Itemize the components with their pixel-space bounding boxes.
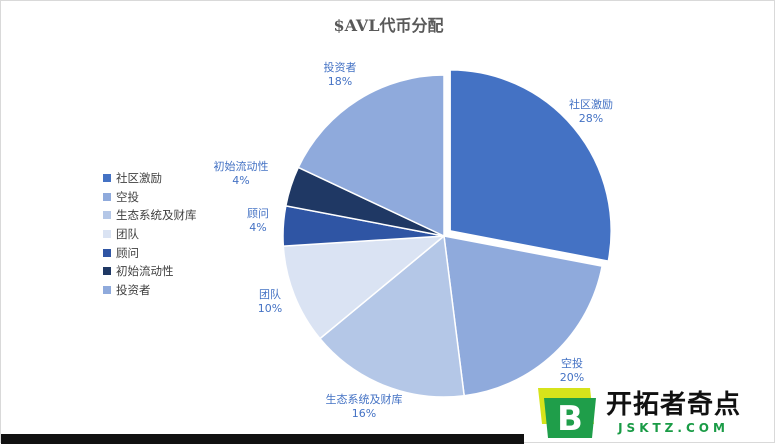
legend-swatch (103, 230, 111, 239)
legend-item-3: 生态系统及财库 (103, 206, 197, 225)
bottom-dark-strip (1, 434, 524, 444)
watermark-url: JSKTZ.COM (618, 420, 729, 435)
slice-label-name-5: 顾问 (247, 207, 269, 220)
logo-green-shape (544, 397, 596, 438)
legend-item-6: 初始流动性 (103, 262, 197, 281)
legend-item-1: 社区激励 (103, 169, 197, 188)
legend-label: 社区激励 (116, 171, 162, 186)
pie-slice-1 (449, 69, 612, 262)
logo-letter: B (557, 399, 583, 439)
slice-label-name-1: 社区激励 (569, 97, 613, 111)
legend-label: 空投 (116, 189, 139, 204)
pie-slice-4 (282, 235, 447, 340)
slice-label-name-2: 空投 (561, 356, 583, 370)
slice-label-value-2: 20% (560, 371, 584, 384)
watermark: B 开拓者奇点 JSKTZ.COM (528, 381, 775, 444)
slice-label-value-4: 10% (258, 302, 282, 315)
legend-label: 初始流动性 (116, 264, 174, 279)
legend-swatch (103, 267, 111, 276)
legend-swatch (103, 192, 111, 201)
legend-label: 团队 (116, 227, 139, 242)
legend-swatch (103, 174, 111, 183)
legend-item-7: 投资者 (103, 281, 197, 300)
slice-label-value-5: 4% (249, 221, 266, 234)
slice-label-name-3: 生态系统及财库 (326, 392, 403, 406)
slice-label-value-7: 18% (328, 75, 352, 88)
legend-label: 投资者 (116, 282, 151, 297)
slice-label-name-4: 团队 (259, 287, 281, 301)
legend-swatch (103, 211, 111, 220)
pie-slice-2 (443, 235, 604, 397)
legend-label: 顾问 (116, 245, 139, 260)
watermark-brand: 开拓者奇点 (606, 389, 742, 420)
slice-label-name-6: 初始流动性 (214, 159, 269, 173)
legend-swatch (103, 248, 111, 257)
legend-item-2: 空投 (103, 188, 197, 207)
chart-title: $AVL代币分配 (333, 16, 444, 35)
legend-item-4: 团队 (103, 225, 197, 244)
legend: 社区激励空投生态系统及财库 团队顾问初始流动性投资者 (103, 169, 197, 299)
slice-label-value-1: 28% (579, 112, 603, 125)
watermark-logo-icon: B (538, 387, 596, 439)
pie-slice-7 (297, 74, 445, 238)
legend-swatch (103, 285, 111, 294)
slice-label-value-6: 4% (232, 174, 249, 187)
pie-slice-3 (318, 234, 466, 398)
slice-label-name-7: 投资者 (324, 60, 357, 74)
legend-label: 生态系统及财库 (116, 208, 197, 223)
legend-item-5: 顾问 (103, 243, 197, 262)
slice-label-value-3: 16% (352, 407, 376, 420)
